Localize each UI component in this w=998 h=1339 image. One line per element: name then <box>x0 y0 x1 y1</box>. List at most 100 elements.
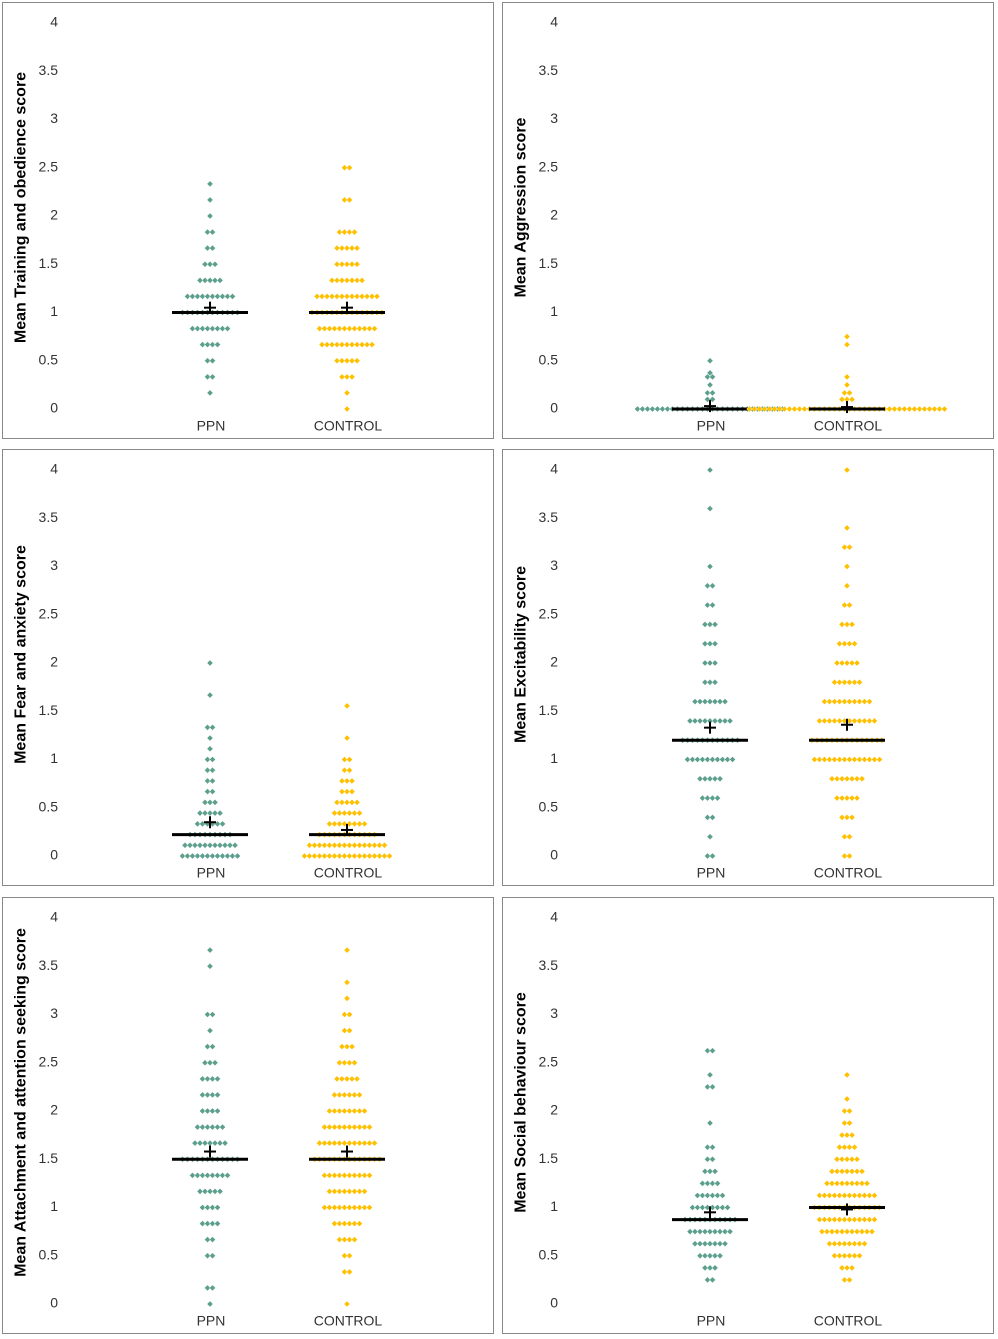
dot <box>353 293 361 300</box>
dot <box>219 1172 226 1179</box>
dot <box>858 1228 866 1235</box>
dot-row <box>341 756 353 763</box>
dot <box>211 809 219 817</box>
dot <box>846 1240 853 1247</box>
dot <box>851 717 858 725</box>
dot <box>199 1107 206 1115</box>
dot <box>361 1204 368 1211</box>
dot <box>216 809 224 817</box>
y-tick-label: 3.5 <box>539 509 559 525</box>
dot <box>936 405 943 413</box>
dot <box>343 946 351 954</box>
dot <box>211 1059 219 1067</box>
y-tick-label: 3 <box>550 1005 558 1021</box>
dot <box>336 1123 343 1131</box>
chart: 0 0.5 1 1.5 2 2.5 3 3.5 4 PPN CONTROL <box>539 461 886 881</box>
dot <box>841 1107 848 1115</box>
dot <box>214 341 221 348</box>
dot <box>348 1043 356 1050</box>
dot <box>836 1192 843 1199</box>
dot <box>216 277 224 284</box>
dot <box>204 325 211 332</box>
dot <box>341 196 348 204</box>
dot <box>199 325 206 332</box>
dot <box>709 814 716 821</box>
dot-row <box>706 466 714 474</box>
dot-row <box>843 1095 851 1103</box>
dot <box>353 357 361 365</box>
dot <box>843 1180 851 1187</box>
x-tick-label: CONTROL <box>314 1313 383 1329</box>
dot-row <box>206 1027 214 1034</box>
dot <box>716 698 724 705</box>
dot <box>696 1228 704 1235</box>
dot <box>346 1188 353 1195</box>
dot <box>664 405 671 413</box>
dot <box>843 1095 851 1103</box>
dot <box>853 1180 861 1187</box>
dot <box>209 788 216 795</box>
dot <box>866 1192 873 1199</box>
y-tick-label: 0.5 <box>39 1246 59 1262</box>
dot <box>846 1143 853 1151</box>
dot <box>353 260 361 268</box>
dot-row <box>706 1071 714 1079</box>
dot <box>184 293 191 300</box>
x-tick-label: PPN <box>197 1313 226 1329</box>
dot-row <box>204 1011 216 1018</box>
dot-row <box>196 277 224 284</box>
dot-row <box>341 766 353 774</box>
dot <box>331 1123 338 1131</box>
dot-row <box>306 842 388 849</box>
dot <box>351 1107 358 1115</box>
dot <box>224 852 231 860</box>
dot <box>348 788 356 795</box>
dot <box>346 852 353 860</box>
dot-row <box>191 1139 229 1147</box>
dot <box>856 717 863 725</box>
dot-row <box>838 396 856 403</box>
dot <box>346 1091 353 1099</box>
dot <box>368 341 376 348</box>
dot <box>866 756 873 763</box>
dot-row <box>204 1284 216 1292</box>
dot <box>341 766 348 774</box>
dot <box>351 809 358 817</box>
dot <box>343 777 351 785</box>
dot <box>338 373 346 381</box>
dot <box>841 543 848 551</box>
dot <box>861 1240 868 1247</box>
dot <box>644 405 651 413</box>
dot <box>838 621 846 628</box>
dot <box>336 1139 343 1147</box>
dot <box>326 1107 333 1115</box>
dot-row <box>843 563 851 570</box>
dot <box>821 1216 828 1223</box>
dot <box>348 341 356 348</box>
dot <box>843 524 851 532</box>
dot <box>891 405 898 413</box>
dot <box>321 1172 328 1179</box>
dot <box>781 405 788 413</box>
dot <box>373 293 381 300</box>
dot <box>323 293 331 300</box>
dot <box>204 788 211 795</box>
dot <box>343 357 351 365</box>
dot <box>348 799 356 806</box>
y-tick-label: 1 <box>50 750 58 766</box>
dot <box>326 1204 333 1211</box>
dot <box>856 1252 863 1260</box>
dot <box>801 405 808 413</box>
dot <box>206 962 214 970</box>
y-axis-label: Mean Attachment and attention seeking sc… <box>12 928 30 1277</box>
dot <box>916 405 923 413</box>
dot <box>771 405 778 413</box>
dot <box>361 325 368 332</box>
dot <box>204 852 211 860</box>
dot-row <box>189 325 231 332</box>
y-tick-label: 3.5 <box>39 62 59 78</box>
dot <box>816 1192 823 1199</box>
dot <box>343 341 351 348</box>
dot <box>214 325 221 332</box>
dot-row <box>321 1123 373 1131</box>
